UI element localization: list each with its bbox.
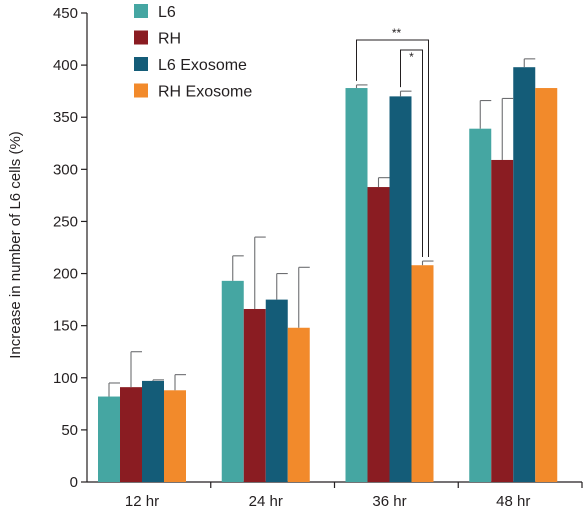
legend-swatch-rh-exosome (134, 83, 148, 98)
bar-l6-exosome-24-hr (265, 299, 288, 482)
legend-label-rh: RH (158, 31, 181, 48)
significance-label: * (409, 50, 414, 64)
legend-label-l6: L6 (158, 4, 176, 21)
y-tick-label: 150 (53, 318, 78, 335)
bar-l6-24-hr (221, 280, 244, 482)
bar-l6-48-hr (469, 128, 492, 483)
bar-rh-24-hr (243, 308, 266, 482)
legend-swatch-l6-exosome (134, 57, 148, 71)
y-tick-label: 450 (53, 5, 78, 22)
significance-annotations: *** (356, 26, 429, 258)
bar-l6-36-hr (345, 88, 368, 482)
y-tick-label: 200 (53, 266, 78, 283)
x-axis: 12 hr 24 hr 36 hr 48 hr (87, 481, 583, 510)
y-tick-label: 0 (70, 474, 78, 491)
bar-rh-exosome-36-hr (411, 265, 434, 482)
y-tick-label: 300 (53, 161, 78, 178)
x-tick-label: 48 hr (496, 493, 530, 510)
bars (98, 67, 558, 483)
x-tick-label: 12 hr (125, 493, 159, 510)
significance-bracket (356, 39, 429, 258)
legend-label-l6-exosome: L6 Exosome (158, 57, 247, 74)
bar-rh-exosome-12-hr (164, 390, 186, 482)
y-tick-label: 250 (53, 213, 78, 230)
significance-bracket (400, 49, 423, 258)
x-tick-label: 36 hr (372, 493, 406, 510)
bar-rh-12-hr (120, 387, 142, 482)
bar-l6-exosome-48-hr (513, 67, 536, 482)
y-axis-title: Increase in number of L6 cells (%) (7, 131, 24, 359)
legend-label-rh-exosome: RH Exosome (158, 84, 252, 101)
error-bars (108, 58, 536, 397)
bar-rh-48-hr (491, 159, 514, 482)
bar-rh-exosome-48-hr (535, 88, 558, 482)
bar-l6-12-hr (98, 396, 120, 482)
y-tick-label: 50 (61, 422, 78, 439)
y-axis: 0 50 100 150 200 250 300 350 400 450 (53, 5, 88, 491)
legend: L6 RH L6 Exosome RH Exosome (134, 4, 252, 101)
y-tick-label: 350 (53, 109, 78, 126)
legend-swatch-rh (134, 30, 148, 45)
bar-rh-36-hr (367, 187, 390, 482)
y-tick-label: 400 (53, 57, 78, 74)
x-tick-label: 24 hr (249, 493, 283, 510)
significance-label: ** (392, 26, 402, 40)
y-tick-label: 100 (53, 370, 78, 387)
bar-l6-exosome-36-hr (389, 96, 412, 482)
bar-l6-exosome-12-hr (142, 380, 164, 482)
legend-swatch-l6 (134, 4, 148, 18)
bar-rh-exosome-24-hr (287, 327, 310, 482)
